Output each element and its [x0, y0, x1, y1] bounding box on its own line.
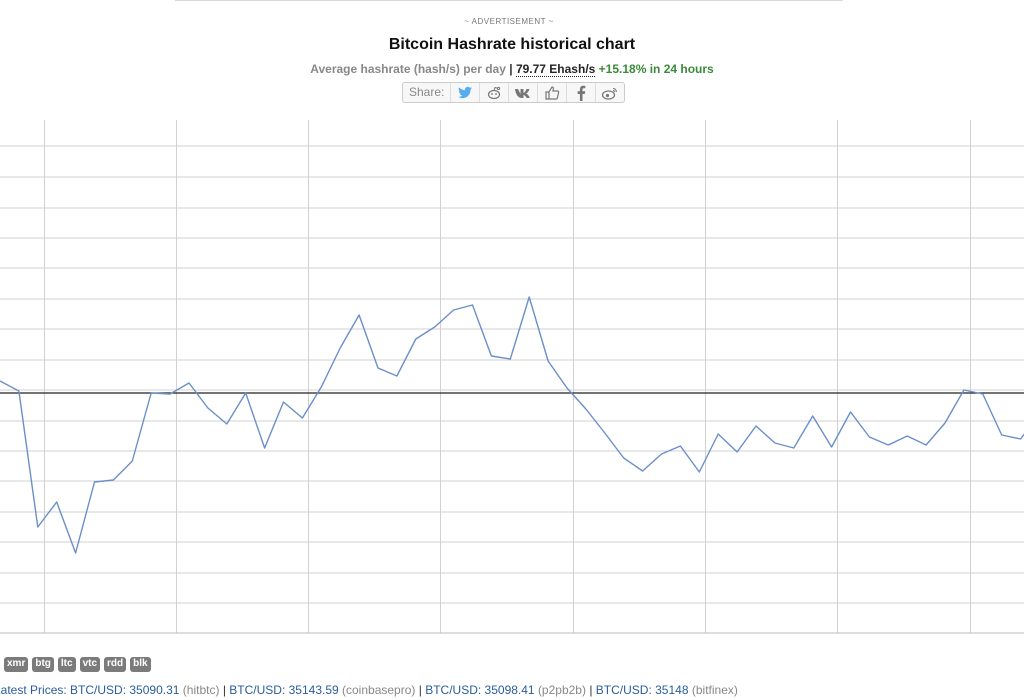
price-pair[interactable]: BTC/USD: 35143.59	[229, 683, 339, 697]
advertisement-frame: ~ ADVERTISEMENT ~	[175, 0, 843, 29]
hashrate-data-point[interactable]	[715, 431, 721, 437]
price-source: (coinbasepro)	[342, 683, 416, 697]
subtitle-separator: |	[509, 62, 513, 76]
hashrate-data-point[interactable]	[262, 445, 268, 451]
facebook-icon[interactable]	[567, 83, 597, 102]
hashrate-data-point[interactable]	[602, 430, 608, 436]
price-pair[interactable]: BTC/USD: 35098.41	[425, 683, 535, 697]
hashrate-data-point[interactable]	[356, 312, 362, 318]
coin-tag-btg[interactable]: btg	[32, 657, 54, 672]
hashrate-data-point[interactable]	[904, 433, 910, 439]
like-icon[interactable]	[538, 83, 568, 102]
price-pair[interactable]: BTC/USD: 35148	[595, 683, 689, 697]
hashrate-series-line	[0, 296, 1024, 554]
hashrate-data-point[interactable]	[848, 409, 854, 415]
latest-prices-label: Latest Prices:	[0, 683, 67, 697]
hashrate-data-point[interactable]	[961, 387, 967, 393]
price-pair[interactable]: BTC/USD: 35090.31	[70, 683, 180, 697]
hashrate-data-point[interactable]	[1018, 436, 1024, 442]
latest-prices: Latest Prices: BTC/USD: 35090.31 (hitbtc…	[0, 683, 738, 697]
hashrate-data-point[interactable]	[205, 405, 211, 411]
hashrate-data-point[interactable]	[432, 324, 438, 330]
price-source: (p2pb2b)	[537, 683, 586, 697]
price-source: (hitbtc)	[182, 683, 220, 697]
chart-grid	[0, 120, 1024, 634]
coin-tag-ltc[interactable]: ltc	[57, 657, 76, 672]
hashrate-data-point[interactable]	[696, 469, 702, 475]
weibo-icon[interactable]	[596, 83, 624, 102]
hashrate-data-point[interactable]	[413, 336, 419, 342]
hashrate-data-point[interactable]	[526, 294, 532, 300]
hashrate-data-point[interactable]	[243, 390, 249, 396]
hashrate-data-point[interactable]	[73, 550, 79, 556]
coin-tag-rdd[interactable]: rdd	[104, 657, 127, 672]
hashrate-data-point[interactable]	[318, 384, 324, 390]
hashrate-data-point[interactable]	[488, 353, 494, 359]
hashrate-data-point[interactable]	[772, 440, 778, 446]
share-label: Share:	[403, 83, 452, 102]
hashrate-data-point[interactable]	[810, 413, 816, 419]
hashrate-data-point[interactable]	[299, 415, 305, 421]
hashrate-data-point[interactable]	[866, 434, 872, 440]
hashrate-line-chart: 18 Apr25 Apr02 May09 May16 May23 May30 M…	[0, 120, 1024, 634]
hashrate-value: 79.77 Ehash/s	[515, 62, 596, 77]
reddit-icon[interactable]	[480, 83, 510, 102]
hashrate-data-point[interactable]	[148, 390, 154, 396]
hashrate-data-point[interactable]	[224, 421, 230, 427]
hashrate-data-point[interactable]	[16, 388, 22, 394]
coin-tag-xmr[interactable]: xmr	[4, 657, 29, 672]
hashrate-data-point[interactable]	[829, 444, 835, 450]
coin-tag-blk[interactable]: blk	[130, 657, 151, 672]
twitter-icon[interactable]	[451, 83, 481, 102]
hashrate-data-point[interactable]	[35, 524, 41, 530]
hashrate-data-point[interactable]	[394, 373, 400, 379]
subtitle-label: Average hashrate (hash/s) per day	[310, 62, 506, 76]
hashrate-data-point[interactable]	[281, 399, 287, 405]
hashrate-data-point[interactable]	[54, 499, 60, 505]
price-source: (bitfinex)	[691, 683, 738, 697]
hashrate-data-point[interactable]	[92, 479, 98, 485]
hashrate-data-point[interactable]	[659, 451, 665, 457]
share-bar: Share:	[402, 82, 626, 103]
series-layer	[0, 294, 1024, 556]
hashrate-data-point[interactable]	[677, 443, 683, 449]
hashrate-change: +15.18% in 24 hours	[598, 62, 714, 76]
hashrate-data-point[interactable]	[753, 423, 759, 429]
coin-tag-vtc[interactable]: vtc	[79, 657, 101, 672]
hashrate-data-point[interactable]	[470, 302, 476, 308]
hashrate-data-point[interactable]	[621, 455, 627, 461]
hashrate-data-point[interactable]	[734, 449, 740, 455]
advertisement-label: ~ ADVERTISEMENT ~	[464, 17, 554, 26]
hashrate-data-point[interactable]	[791, 445, 797, 451]
hashrate-data-point[interactable]	[564, 385, 570, 391]
vk-icon[interactable]	[509, 83, 539, 102]
hashrate-data-point[interactable]	[186, 380, 192, 386]
hashrate-data-point[interactable]	[583, 406, 589, 412]
chart-title: Bitcoin Hashrate historical chart	[388, 36, 636, 53]
hashrate-data-point[interactable]	[451, 307, 457, 313]
hashrate-data-point[interactable]	[923, 442, 929, 448]
hashrate-data-point[interactable]	[545, 358, 551, 364]
chart-subtitle: Average hashrate (hash/s) per day | 79.7…	[0, 62, 1024, 77]
hashrate-data-point[interactable]	[640, 468, 646, 474]
hashrate-data-point[interactable]	[885, 442, 891, 448]
hashrate-data-point[interactable]	[942, 420, 948, 426]
hashrate-data-point[interactable]	[999, 432, 1005, 438]
hashrate-data-point[interactable]	[110, 477, 116, 483]
hashrate-data-point[interactable]	[375, 365, 381, 371]
hashrate-data-point[interactable]	[337, 345, 343, 351]
hashrate-data-point[interactable]	[507, 356, 513, 362]
hashrate-data-point[interactable]	[129, 458, 135, 464]
hashrate-data-point[interactable]	[167, 391, 173, 397]
coin-tags: xmr btg ltc vtc rdd blk	[4, 657, 151, 672]
hashrate-data-point[interactable]	[980, 391, 986, 397]
